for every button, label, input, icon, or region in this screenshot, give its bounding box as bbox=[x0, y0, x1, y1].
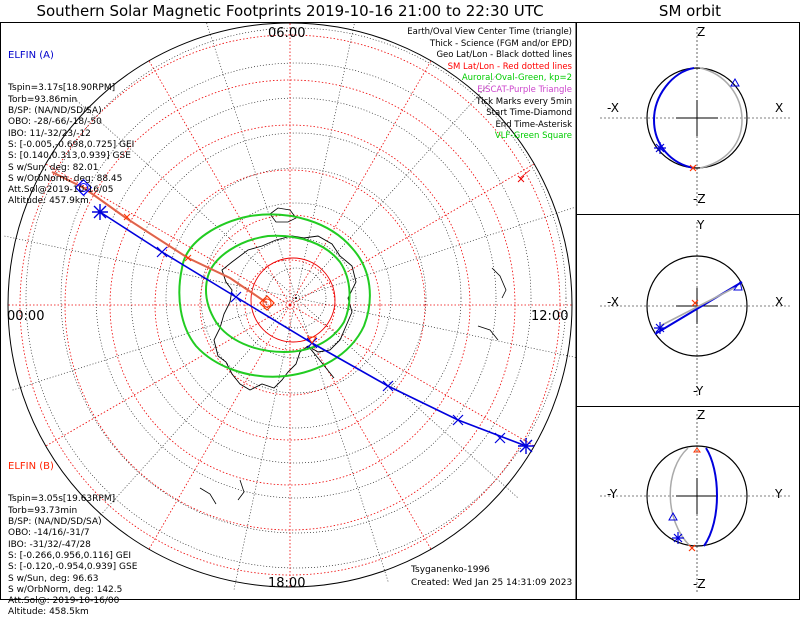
elfin-a-center-triangle bbox=[307, 336, 317, 344]
elfin_a-line: S w/Sun, deg: 82.01 bbox=[8, 162, 99, 173]
elfin-b-end-diamond bbox=[259, 295, 275, 311]
elfin_a-line: IBO: 11/-32/23/-12 bbox=[8, 128, 91, 139]
elfin-b-track bbox=[51, 171, 275, 311]
orbit1-right-label: X bbox=[775, 101, 784, 115]
elfin-a-info: ELFIN (A) Tspin=3.17s[18.90RPM] Torb=93.8… bbox=[8, 27, 134, 219]
legend-item: Earth/Oval View Center Time (triangle) bbox=[407, 27, 572, 37]
model-credit: Tsyganenko-1996 bbox=[411, 565, 490, 575]
legend-item: SM Lat/Lon - Red dotted lines bbox=[447, 61, 572, 72]
mlt-label-top: 06:00 bbox=[268, 26, 306, 41]
orbit2-bottom-label: -Y bbox=[693, 384, 704, 398]
orbit3-right-label: Y bbox=[775, 487, 783, 501]
legend-item: Auroral Oval-Green, kp=2 bbox=[461, 73, 572, 84]
orbit1-top-label: Z bbox=[697, 25, 706, 39]
legend-item: End Time-Asterisk bbox=[495, 119, 572, 130]
elfin_a-line: Torb=93.86min bbox=[8, 94, 78, 105]
page-title: Southern Solar Magnetic Footprints 2019-… bbox=[36, 2, 544, 20]
elfin_a-line: S: [0.140,0.313,0.939] GSE bbox=[8, 151, 131, 162]
hemisphere-boundary bbox=[7, 22, 573, 588]
elfin_b-line: Att.Sol@: 2019-10-16/00 bbox=[8, 596, 120, 607]
elfin_a-line: Tspin=3.17s[18.90RPM] bbox=[8, 83, 116, 94]
elfin-b-lines: Tspin=3.05s[19.63RPM] Torb=93.73min B/SP: … bbox=[8, 494, 137, 618]
orbit-title: SM orbit bbox=[658, 2, 722, 20]
created-timestamp: Created: Wed Jan 25 14:31:09 2023 bbox=[411, 578, 573, 588]
legend-item: Start Time-Diamond bbox=[486, 108, 572, 119]
elfin-a-header: ELFIN (A) bbox=[8, 49, 54, 61]
orbit2-left-label: -X bbox=[607, 295, 619, 309]
orbit2-right-label: X bbox=[775, 295, 784, 309]
elfin_b-line: Tspin=3.05s[19.63RPM] bbox=[8, 494, 116, 505]
orbit-panel-xz bbox=[600, 28, 790, 206]
mlt-label-left: 00:00 bbox=[7, 309, 45, 324]
elfin-a-lines: Tspin=3.17s[18.90RPM] Torb=93.86min B/SP: … bbox=[8, 83, 134, 207]
elfin_a-line: OBO: -28/-66/-18/-50 bbox=[8, 117, 102, 128]
geo-grid bbox=[2, 22, 576, 592]
auroral-oval-outer bbox=[178, 213, 371, 378]
elfin_b-line: S: [-0.266,0.956,0.116] GEI bbox=[8, 550, 132, 561]
orbit3-top-label: Z bbox=[697, 408, 706, 422]
elfin-b-info: ELFIN (B) Tspin=3.05s[19.63RPM] Torb=93.7… bbox=[8, 438, 137, 630]
legend-item: Thick - Science (FGM and/or EPD) bbox=[429, 38, 572, 49]
auroral-oval-inner bbox=[205, 234, 351, 354]
elfin_b-line: S w/OrbNorm, deg: 142.5 bbox=[8, 584, 123, 595]
elfin_a-line: S: [-0.005,-0.698,0.725] GEI bbox=[8, 139, 135, 150]
elfin_a-line: Altitude: 457.9km bbox=[8, 196, 89, 207]
legend-item: Geo Lat/Lon - Black dotted lines bbox=[436, 50, 572, 61]
orbit-panel-yz bbox=[600, 414, 790, 592]
legend-item: EISCAT-Purple Triangle bbox=[477, 84, 572, 95]
orbit1-left-label: -X bbox=[607, 101, 619, 115]
elfin_b-line: IBO: -31/32/-47/28 bbox=[8, 539, 91, 550]
mlt-label-bottom: 18:00 bbox=[268, 576, 306, 591]
elfin_b-line: Altitude: 458.5km bbox=[8, 607, 89, 618]
elfin-b-start-diamond bbox=[74, 178, 93, 197]
elfin-b-header: ELFIN (B) bbox=[8, 460, 54, 472]
elfin-a-start-asterisk bbox=[92, 204, 108, 220]
elfin-a-track bbox=[92, 204, 534, 454]
elfin_a-line: Att.Sol@2019-10-16/05 bbox=[8, 185, 114, 196]
elfin_b-line: Torb=93.73min bbox=[8, 505, 78, 516]
legend-item: Tick Marks every 5min bbox=[476, 96, 572, 107]
legend-item: VLF-Green Square bbox=[494, 131, 572, 142]
elfin_a-line: S w/OrbNorm, deg: 88.45 bbox=[8, 173, 123, 184]
orbit2-top-label: Y bbox=[697, 218, 705, 232]
orbit3-left-label: -Y bbox=[607, 487, 618, 501]
sm-grid bbox=[8, 23, 572, 587]
mlt-label-right: 12:00 bbox=[531, 309, 569, 324]
orbit-panel-xy bbox=[600, 222, 790, 398]
elfin_b-line: S w/Sun, deg: 96.63 bbox=[8, 573, 99, 584]
legend: Earth/Oval View Center Time (triangle) Th… bbox=[407, 27, 572, 143]
elfin_b-line: OBO: -14/16/-31/7 bbox=[8, 528, 90, 539]
elfin_b-line: B/SP: (NA/ND/SD/SA) bbox=[8, 517, 102, 528]
orbit3-bottom-label: -Z bbox=[693, 577, 706, 591]
elfin-a-end-asterisk bbox=[518, 438, 534, 454]
orbit1-bottom-label: -Z bbox=[693, 192, 706, 206]
elfin_a-line: B/SP: (NA/ND/SD/SA) bbox=[8, 106, 102, 117]
elfin_b-line: S: [-0.120,-0.954,0.939] GSE bbox=[8, 562, 138, 573]
